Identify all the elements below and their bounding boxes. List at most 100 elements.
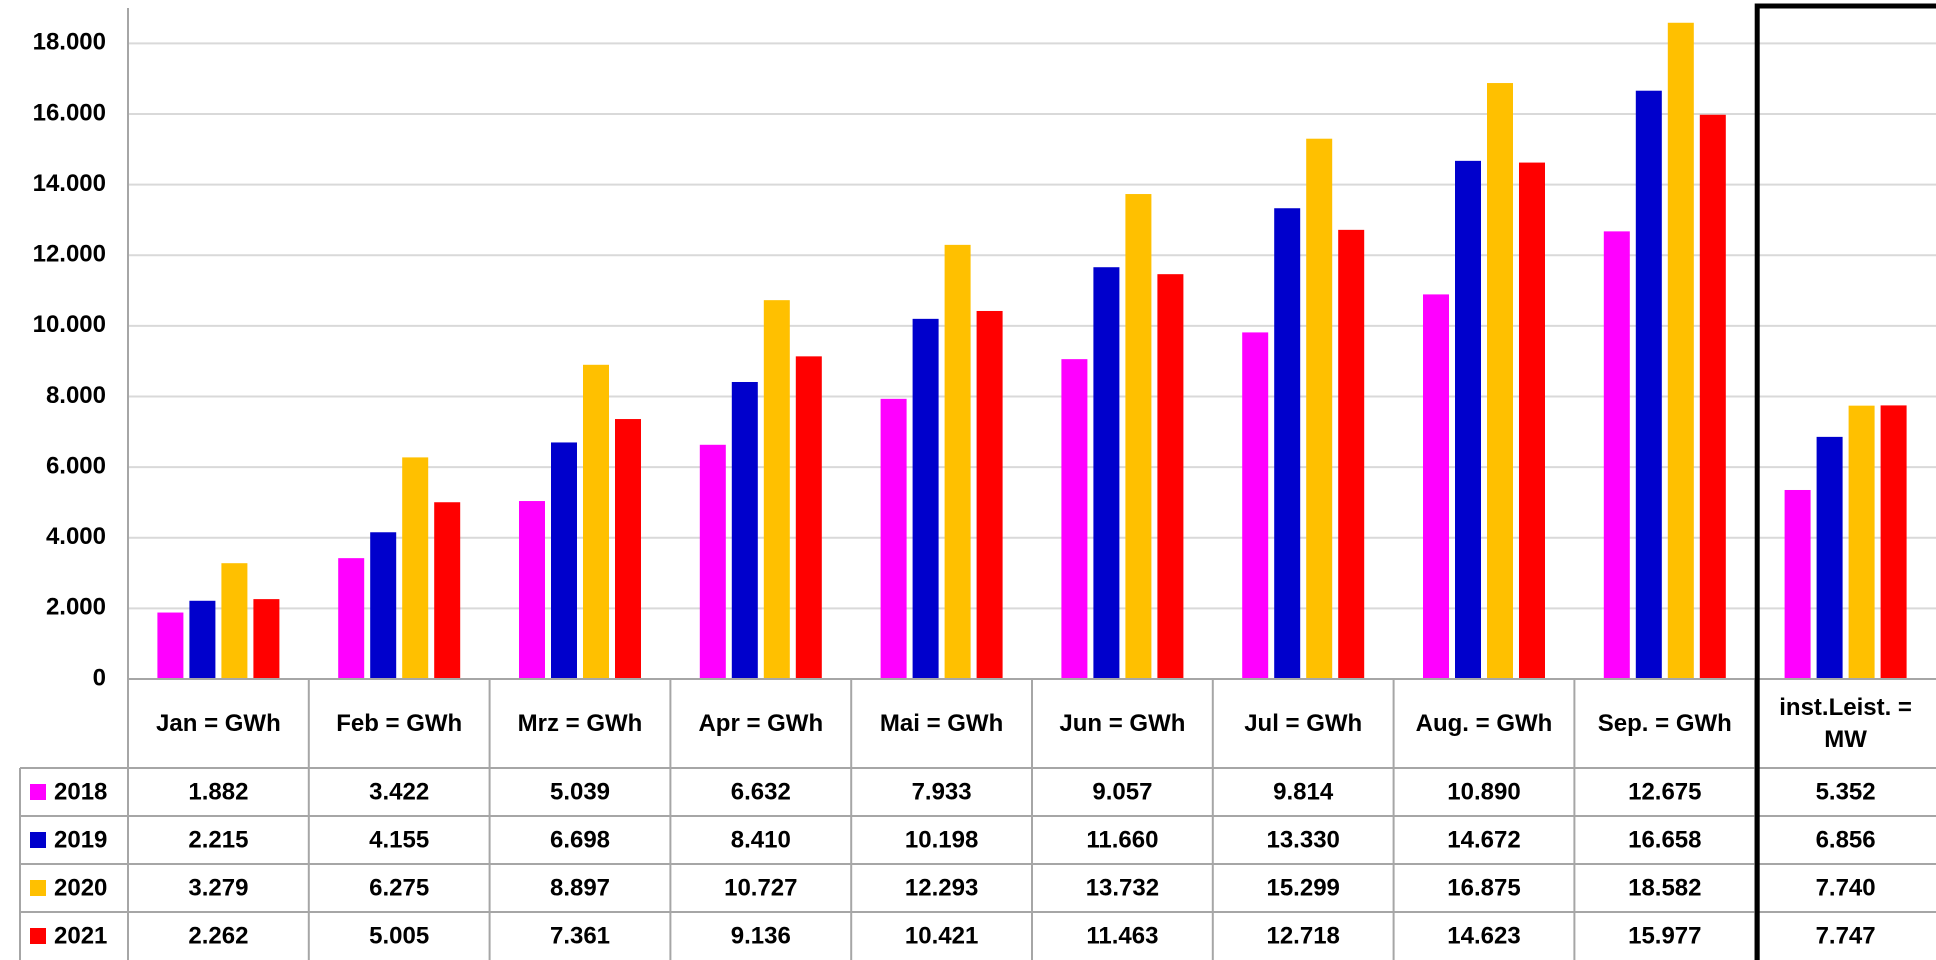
category-cell: Feb = GWh (336, 709, 463, 737)
category-cell: Jan = GWh (156, 709, 281, 737)
bar (976, 310, 1003, 679)
table-value: 5.039 (550, 778, 610, 805)
table-value: 6.698 (550, 826, 610, 853)
legend-label: 2018 (54, 778, 107, 805)
bar (1242, 332, 1269, 679)
table-value: 8.897 (550, 874, 610, 901)
bar (615, 419, 641, 679)
bar (795, 356, 822, 679)
legend-swatch (30, 880, 46, 896)
category-cell: Apr = GWh (698, 709, 824, 737)
bar (912, 318, 939, 679)
bar (1093, 267, 1120, 679)
table-value: 12.675 (1628, 778, 1701, 805)
table-value: 11.463 (1086, 922, 1158, 949)
table-value: 14.672 (1447, 826, 1520, 853)
bar (1816, 436, 1843, 679)
bar (699, 444, 726, 679)
x-tick-label: Jul = GWh (1244, 709, 1363, 737)
bar (944, 244, 971, 679)
bar (402, 457, 429, 679)
bar (1635, 90, 1662, 679)
x-tick-label: Aug. = GWh (1415, 709, 1553, 737)
legend-swatch (30, 832, 46, 848)
bar (1125, 194, 1152, 679)
table-value: 5.005 (369, 922, 429, 949)
table-value: 16.658 (1628, 826, 1701, 853)
table-value: 11.660 (1086, 826, 1158, 853)
bar (1455, 160, 1481, 679)
bar (370, 532, 397, 679)
table-value: 10.421 (905, 922, 978, 949)
table-value: 6.275 (369, 874, 429, 901)
y-tick-label: 16.000 (33, 99, 106, 126)
x-tick-label: Sep. = GWh (1597, 709, 1732, 737)
bar (157, 612, 184, 679)
table-value: 9.057 (1092, 778, 1152, 805)
table-value: 7.361 (550, 922, 610, 949)
x-tick-label: Apr = GWh (698, 709, 824, 737)
x-tick-label: inst.Leist. = MW (1779, 694, 1912, 753)
table-value: 9.814 (1273, 778, 1334, 805)
bar (1061, 359, 1088, 679)
table-value: 15.977 (1628, 922, 1701, 949)
table-value: 12.718 (1266, 922, 1339, 949)
bar (731, 381, 758, 679)
bar (1880, 405, 1907, 679)
bar (1699, 114, 1726, 679)
legend-swatch (30, 784, 46, 800)
table-value: 16.875 (1447, 874, 1520, 901)
table-value: 18.582 (1628, 874, 1701, 901)
table-value: 6.856 (1816, 826, 1876, 853)
y-tick-label: 6.000 (46, 452, 106, 479)
table-value: 8.410 (731, 826, 791, 853)
y-tick-label: 12.000 (33, 241, 106, 268)
x-tick-label: Mrz = GWh (517, 709, 643, 737)
table-value: 1.882 (188, 778, 248, 805)
table-value: 3.422 (369, 778, 429, 805)
bar (253, 599, 280, 679)
table-value: 2.262 (188, 922, 248, 949)
table-value: 2.215 (188, 826, 248, 853)
table-value: 10.727 (724, 874, 797, 901)
bar (763, 300, 790, 679)
bar (1848, 405, 1875, 679)
x-tick-label: Feb = GWh (336, 709, 463, 737)
bar (880, 398, 907, 679)
table-value: 5.352 (1816, 778, 1876, 805)
bar (551, 442, 577, 679)
category-cell: inst.Leist. = MW (1779, 694, 1912, 753)
bar (434, 502, 461, 679)
table-value: 14.623 (1447, 922, 1520, 949)
legend-swatch (30, 928, 46, 944)
bar (221, 563, 248, 679)
y-tick-label: 2.000 (46, 594, 106, 621)
bar (1423, 294, 1449, 679)
table-value: 7.933 (912, 778, 972, 805)
y-tick-label: 4.000 (46, 523, 106, 550)
category-cell: Jul = GWh (1244, 709, 1363, 737)
bar (583, 364, 609, 679)
category-cell: Aug. = GWh (1415, 709, 1553, 737)
y-tick-label: 10.000 (33, 311, 106, 338)
y-tick-label: 0 (93, 664, 106, 691)
bar (1603, 231, 1630, 679)
bar (338, 558, 365, 679)
table-value: 15.299 (1266, 874, 1339, 901)
y-tick-label: 18.000 (33, 29, 106, 56)
x-tick-label: Jan = GWh (156, 709, 281, 737)
bar (1306, 138, 1333, 679)
category-cell: Jun = GWh (1059, 710, 1185, 737)
table-value: 10.198 (905, 826, 978, 853)
bar (1667, 22, 1694, 679)
legend-label: 2019 (54, 826, 107, 853)
table-value: 13.330 (1266, 826, 1339, 853)
table-value: 9.136 (731, 922, 791, 949)
legend-label: 2021 (54, 922, 107, 949)
bar (189, 600, 216, 679)
y-tick-label: 14.000 (33, 170, 106, 197)
bar (1274, 208, 1301, 679)
y-tick-label: 8.000 (46, 382, 106, 409)
